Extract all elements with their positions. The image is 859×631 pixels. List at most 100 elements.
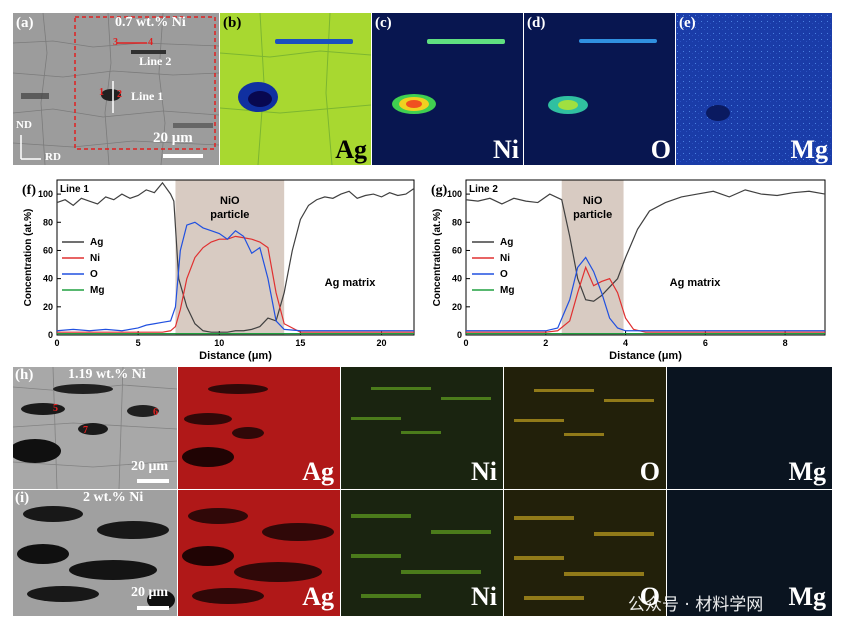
panel-h-o-element: O: [639, 457, 660, 486]
panel-i-label: (i): [15, 490, 30, 506]
panel-i-ag-map: Ag: [178, 490, 340, 616]
x-axis-label: Distance (μm): [199, 350, 272, 362]
panel-i-mg-map: Mg: [667, 490, 832, 616]
panel-a-line2-label: Line 2: [139, 54, 172, 68]
x-tick-label: 2: [543, 338, 548, 348]
legend-label-o: O: [500, 269, 508, 280]
legend-label-mg: Mg: [500, 285, 514, 296]
plot-frame: [56, 179, 415, 336]
panel-a-marker-2: 2: [117, 89, 122, 100]
band-annotation-line1: NiO: [220, 195, 240, 207]
x-tick-label: 6: [703, 338, 708, 348]
y-axis-label: Concentration (at.%): [23, 209, 34, 307]
x-tick-label: 0: [463, 338, 468, 348]
matrix-annotation: Ag matrix: [670, 277, 722, 289]
panel-h-ni-map: Ni: [341, 367, 503, 489]
panel-e-label: (e): [679, 15, 696, 31]
panel-i-scalebar-label: 20 μm: [131, 585, 169, 600]
chart-panel-label: (f): [22, 183, 36, 198]
y-tick-label: 0: [48, 330, 53, 340]
panel-i-sem-image: (i) 2 wt.% Ni 20 μm: [13, 490, 177, 616]
panel-h-o-map: O: [504, 367, 666, 489]
series-ni-line: [466, 265, 825, 333]
x-tick-label: 8: [783, 338, 788, 348]
panel-i-ag-element: Ag: [302, 582, 334, 611]
panel-a-label: (a): [16, 15, 34, 31]
legend-label-mg: Mg: [90, 285, 104, 296]
x-tick-label: 10: [214, 338, 224, 348]
panel-a-composition: 0.7 wt.% Ni: [115, 15, 186, 30]
panel-h-composition: 1.19 wt.% Ni: [68, 367, 146, 382]
chart-panel-label: (g): [431, 183, 448, 198]
panel-h-mg-element: Mg: [788, 457, 826, 486]
series-ag-line: [56, 181, 415, 333]
panel-h-marker-6: 6: [153, 407, 158, 418]
panel-i-o-element: O: [639, 582, 660, 611]
y-tick-label: 100: [38, 189, 53, 199]
y-tick-label: 20: [43, 302, 53, 312]
panel-h-ag-element: Ag: [302, 457, 334, 486]
y-tick-label: 60: [43, 245, 53, 255]
panel-a-axis-nd: ND: [16, 119, 32, 131]
panel-h-marker-7: 7: [83, 425, 88, 436]
panel-a-marker-3: 3: [113, 37, 118, 48]
panel-c-element: Ni: [493, 135, 519, 164]
nio-band: [561, 180, 624, 335]
panel-c-ni-map: (c) Ni: [372, 13, 523, 165]
chart-g: 0 20 40 60 80 100 0 2 4 6 8 Distance (μm) Concentrat…: [420, 170, 859, 368]
panel-i-ni-map: Ni: [341, 490, 503, 616]
panel-h-ag-map: Ag: [178, 367, 340, 489]
panel-a-line1-label: Line 1: [131, 89, 164, 103]
legend-label-ag: Ag: [90, 237, 103, 248]
x-tick-label: 15: [295, 338, 305, 348]
series-o-line: [56, 221, 414, 332]
panel-h-mg-map: Mg: [667, 367, 832, 489]
panel-i-ni-element: Ni: [471, 582, 497, 611]
panel-i-composition: 2 wt.% Ni: [83, 490, 144, 505]
panel-h-scalebar-label: 20 μm: [131, 459, 169, 474]
panel-h-marker-5: 5: [53, 403, 58, 414]
x-tick-label: 4: [623, 338, 628, 348]
panel-h-label: (h): [15, 367, 34, 383]
matrix-annotation: Ag matrix: [325, 277, 377, 289]
band-annotation-line1: NiO: [583, 195, 603, 207]
y-tick-label: 40: [43, 274, 53, 284]
band-annotation-line2: particle: [573, 209, 612, 221]
chart-f-svg: 0 20 40 60 80 100 0 5 10 15 20 Distance (μm) Concent…: [22, 179, 415, 362]
x-tick-label: 0: [54, 338, 59, 348]
y-tick-label: 20: [452, 302, 462, 312]
panel-d-label: (d): [527, 15, 546, 31]
series-ni-line: [57, 235, 414, 333]
watermark: 公众号 · 材料学网: [628, 595, 764, 615]
panel-e-element: Mg: [790, 135, 828, 164]
series-o-line: [466, 256, 825, 332]
x-tick-label: 20: [377, 338, 387, 348]
legend-label-o: O: [90, 269, 98, 280]
y-tick-label: 0: [457, 330, 462, 340]
x-axis-label: Distance (μm): [609, 350, 682, 362]
panel-c-label: (c): [375, 15, 392, 31]
panel-a-sem-image: (a) 0.7 wt.% Ni Line 2 Line 1 3 4 1 2 ND…: [13, 13, 219, 165]
y-tick-label: 80: [452, 217, 462, 227]
legend-label-ni: Ni: [500, 253, 510, 264]
panel-b-ag-map: (b) Ag: [220, 13, 371, 165]
panel-i-mg-element: Mg: [788, 582, 826, 611]
y-tick-label: 100: [447, 189, 462, 199]
y-tick-label: 40: [452, 274, 462, 284]
series-ag-line: [465, 189, 826, 302]
panel-d-o-map: (d) O: [524, 13, 675, 165]
legend-label-ag: Ag: [500, 237, 513, 248]
panel-e-mg-map: (e) Mg: [676, 13, 832, 165]
panel-a-marker-1: 1: [99, 87, 104, 98]
panel-a-axis-rd: RD: [45, 151, 61, 163]
panel-b-element: Ag: [335, 135, 367, 164]
y-tick-label: 80: [43, 217, 53, 227]
chart-line-label: Line 2: [469, 184, 498, 195]
panel-h-ni-element: Ni: [471, 457, 497, 486]
legend-label-ni: Ni: [90, 253, 100, 264]
band-annotation-line2: particle: [210, 209, 249, 221]
panel-d-element: O: [650, 135, 671, 164]
plot-frame: [465, 179, 826, 336]
chart-g-svg: 0 20 40 60 80 100 0 2 4 6 8 Distance (μm) Concentrat…: [431, 179, 826, 362]
panel-i-o-map: O: [504, 490, 666, 616]
